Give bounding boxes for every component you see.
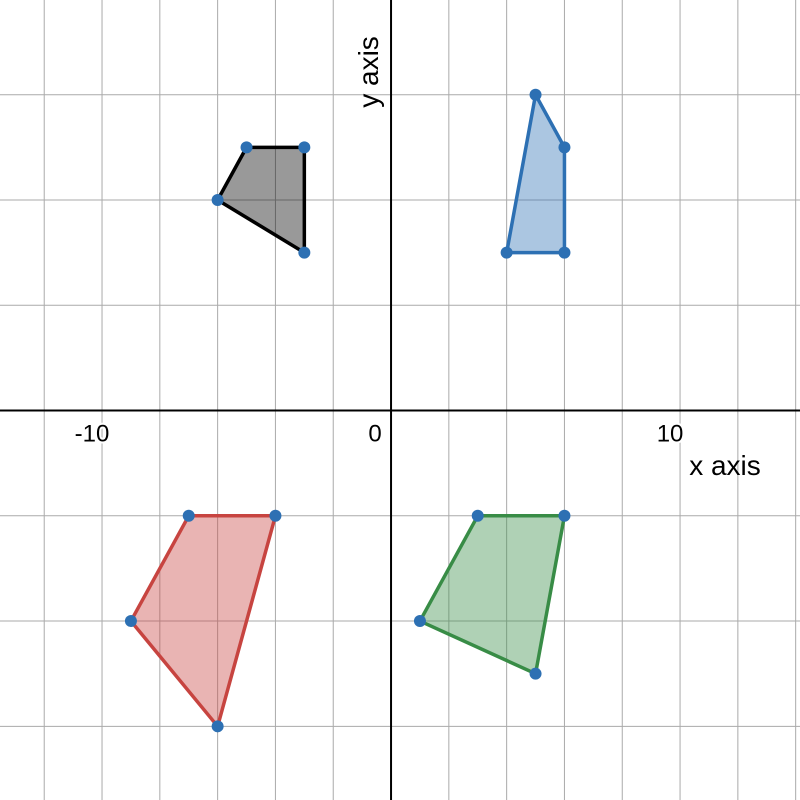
vertex-point <box>471 509 484 522</box>
vertex-point <box>182 509 195 522</box>
vertex-point <box>529 667 542 680</box>
vertex-point <box>211 194 224 206</box>
polygon <box>504 92 567 255</box>
vertex-point <box>558 509 571 522</box>
x-axis-label: x axis <box>689 450 761 481</box>
vertex-point <box>124 615 137 628</box>
x-tick-label: 0 <box>368 421 381 448</box>
vertex-point <box>413 615 426 628</box>
vertex-point <box>211 720 224 733</box>
vertex-point <box>269 509 282 522</box>
vertex-point <box>529 88 542 101</box>
vertex-point <box>298 141 311 154</box>
vertex-point <box>558 141 571 154</box>
vertex-point <box>240 141 253 154</box>
y-axis-label: y axis <box>353 36 384 108</box>
vertex-point <box>298 246 311 259</box>
polygon <box>215 145 307 255</box>
vertex-point <box>558 246 571 259</box>
x-tick-label: -10 <box>75 421 110 448</box>
polygon <box>418 514 567 676</box>
shapes <box>124 88 571 733</box>
vertex-point <box>500 246 513 259</box>
x-tick-label: 10 <box>657 421 684 448</box>
